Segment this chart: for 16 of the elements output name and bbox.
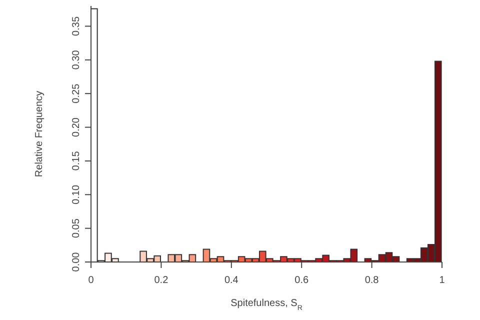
x-tick-label: 0.8 (364, 275, 380, 286)
y-tick-label: 0.20 (71, 117, 82, 137)
y-tick-label: 0.00 (71, 252, 82, 272)
x-tick-label: 0.2 (154, 275, 169, 286)
x-tick-label: 0.4 (224, 275, 239, 286)
x-tick-label: 0 (88, 275, 94, 286)
y-tick-label: 0.25 (71, 83, 82, 104)
y-tick-label: 0.05 (71, 218, 82, 238)
x-tick-label: 1 (439, 275, 446, 286)
y-tick-label: 0.35 (71, 16, 82, 36)
y-tick-label: 0.10 (71, 184, 82, 204)
x-axis-title: Spitefulness, S$_{R}$ (230, 298, 302, 312)
x-tick-label: 0.6 (294, 275, 309, 286)
y-tick-label: 0.15 (71, 150, 82, 171)
y-tick-label: 0.30 (71, 50, 82, 70)
y-axis-title: Relative Frequency (34, 90, 45, 178)
